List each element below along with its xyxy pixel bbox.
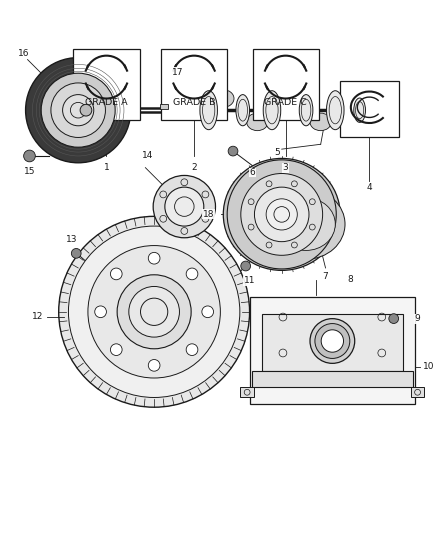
Bar xyxy=(252,50,319,120)
Text: GRADE C: GRADE C xyxy=(264,98,307,107)
Circle shape xyxy=(254,187,309,241)
Circle shape xyxy=(24,150,35,162)
Bar xyxy=(340,81,399,138)
Text: 18: 18 xyxy=(203,210,215,219)
Circle shape xyxy=(25,58,131,163)
Ellipse shape xyxy=(354,98,365,123)
Ellipse shape xyxy=(263,91,281,130)
Circle shape xyxy=(186,268,198,280)
Circle shape xyxy=(148,359,160,371)
Ellipse shape xyxy=(276,90,297,107)
Circle shape xyxy=(71,248,81,258)
Bar xyxy=(250,297,415,405)
Circle shape xyxy=(68,226,240,398)
Text: 3: 3 xyxy=(283,163,289,172)
Circle shape xyxy=(227,160,336,269)
Text: 7: 7 xyxy=(323,272,328,281)
Circle shape xyxy=(88,246,220,378)
Ellipse shape xyxy=(200,91,217,130)
Circle shape xyxy=(315,324,350,358)
Circle shape xyxy=(59,216,250,407)
Text: 12: 12 xyxy=(32,312,43,321)
Circle shape xyxy=(51,83,106,138)
Circle shape xyxy=(241,174,323,255)
Text: 15: 15 xyxy=(24,167,35,176)
Ellipse shape xyxy=(233,168,330,261)
Bar xyxy=(240,387,254,397)
Text: 9: 9 xyxy=(414,314,420,323)
Text: 6: 6 xyxy=(250,168,255,177)
Circle shape xyxy=(186,344,198,356)
Text: 1: 1 xyxy=(103,163,110,172)
Circle shape xyxy=(80,104,92,116)
Bar xyxy=(262,314,403,372)
Bar xyxy=(411,387,424,397)
Circle shape xyxy=(321,330,343,352)
Ellipse shape xyxy=(310,113,332,131)
Circle shape xyxy=(241,261,251,271)
Circle shape xyxy=(202,306,214,318)
Circle shape xyxy=(41,73,115,147)
Circle shape xyxy=(95,306,106,318)
Text: 5: 5 xyxy=(274,148,280,157)
Ellipse shape xyxy=(223,158,340,270)
Ellipse shape xyxy=(267,189,345,259)
Ellipse shape xyxy=(277,198,335,251)
Text: 4: 4 xyxy=(367,183,372,192)
Bar xyxy=(161,50,227,120)
Circle shape xyxy=(63,95,94,126)
Text: 10: 10 xyxy=(423,362,434,372)
Circle shape xyxy=(389,314,399,324)
Text: 13: 13 xyxy=(66,235,77,244)
Circle shape xyxy=(110,268,122,280)
Circle shape xyxy=(228,146,238,156)
Bar xyxy=(73,50,140,120)
Bar xyxy=(160,104,168,109)
Text: 2: 2 xyxy=(191,163,197,172)
Circle shape xyxy=(153,175,215,238)
Ellipse shape xyxy=(212,90,234,107)
Text: 17: 17 xyxy=(172,68,183,77)
Ellipse shape xyxy=(299,95,313,126)
Circle shape xyxy=(310,319,355,364)
Ellipse shape xyxy=(326,91,344,130)
Ellipse shape xyxy=(247,113,268,131)
Circle shape xyxy=(110,344,122,356)
Ellipse shape xyxy=(236,95,250,126)
Text: 14: 14 xyxy=(141,151,153,160)
Circle shape xyxy=(148,253,160,264)
Circle shape xyxy=(129,286,180,337)
Text: GRADE B: GRADE B xyxy=(173,98,215,107)
Bar xyxy=(252,372,413,387)
Circle shape xyxy=(117,275,191,349)
Text: 16: 16 xyxy=(18,49,29,58)
Circle shape xyxy=(165,187,204,226)
Circle shape xyxy=(266,199,297,230)
Text: 11: 11 xyxy=(244,276,255,285)
Text: 8: 8 xyxy=(347,275,353,284)
Text: GRADE A: GRADE A xyxy=(85,98,128,107)
